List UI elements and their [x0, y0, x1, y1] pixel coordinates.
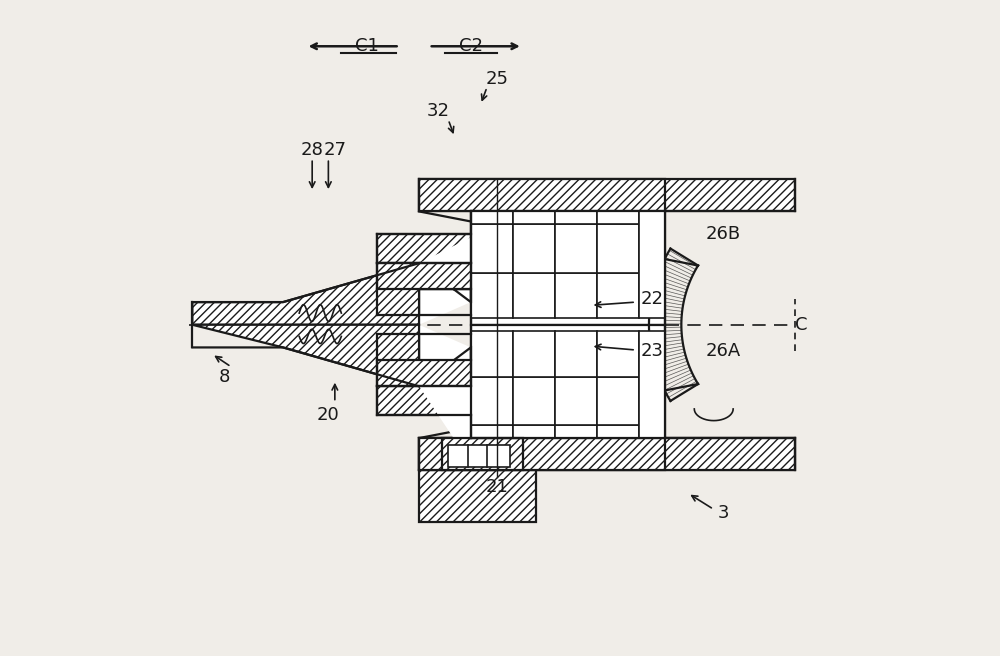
Bar	[639, 331, 665, 438]
Text: 21: 21	[485, 478, 508, 496]
Text: 8: 8	[219, 367, 230, 386]
Bar	[471, 211, 665, 325]
Text: C2: C2	[459, 37, 483, 55]
Polygon shape	[377, 335, 471, 386]
Text: 23: 23	[641, 342, 664, 359]
Bar	[471, 325, 665, 438]
Text: 32: 32	[427, 102, 450, 120]
Polygon shape	[419, 470, 536, 522]
Bar	[555, 425, 597, 438]
Bar	[555, 331, 597, 377]
Bar	[597, 425, 639, 438]
Bar	[597, 211, 639, 224]
Bar	[555, 377, 597, 425]
Bar	[513, 331, 555, 377]
Text: C1: C1	[355, 37, 379, 55]
Bar	[448, 445, 510, 467]
Polygon shape	[419, 438, 795, 470]
Bar	[471, 224, 513, 273]
Polygon shape	[192, 325, 419, 386]
Bar	[555, 211, 597, 224]
Polygon shape	[419, 237, 471, 325]
Polygon shape	[419, 179, 795, 211]
Text: 27: 27	[323, 141, 346, 159]
Bar	[597, 224, 639, 273]
Text: 26A: 26A	[706, 342, 741, 359]
Bar	[513, 273, 555, 318]
Bar	[639, 211, 665, 318]
Bar	[597, 331, 639, 377]
Polygon shape	[419, 438, 665, 470]
Text: 20: 20	[317, 407, 340, 424]
Bar	[471, 273, 513, 318]
Bar	[513, 425, 555, 438]
Text: 3: 3	[718, 504, 729, 522]
Bar	[471, 425, 513, 438]
Polygon shape	[377, 234, 471, 263]
Bar	[513, 211, 555, 224]
Bar	[597, 377, 639, 425]
Polygon shape	[419, 179, 665, 211]
Polygon shape	[419, 325, 471, 464]
Bar	[471, 377, 513, 425]
Bar	[555, 224, 597, 273]
Bar	[555, 273, 597, 318]
Polygon shape	[377, 263, 471, 315]
Text: 25: 25	[485, 70, 508, 88]
Text: C: C	[795, 316, 807, 334]
Bar	[471, 211, 513, 224]
Polygon shape	[377, 386, 471, 415]
Bar	[471, 331, 513, 377]
Polygon shape	[377, 263, 471, 289]
Bar	[513, 377, 555, 425]
Bar	[513, 224, 555, 273]
Bar	[597, 273, 639, 318]
Text: 26B: 26B	[706, 225, 741, 243]
Text: 22: 22	[641, 290, 664, 308]
Polygon shape	[192, 263, 419, 325]
Polygon shape	[377, 360, 471, 386]
Polygon shape	[442, 438, 523, 470]
Text: 28: 28	[301, 141, 324, 159]
Polygon shape	[419, 438, 795, 470]
